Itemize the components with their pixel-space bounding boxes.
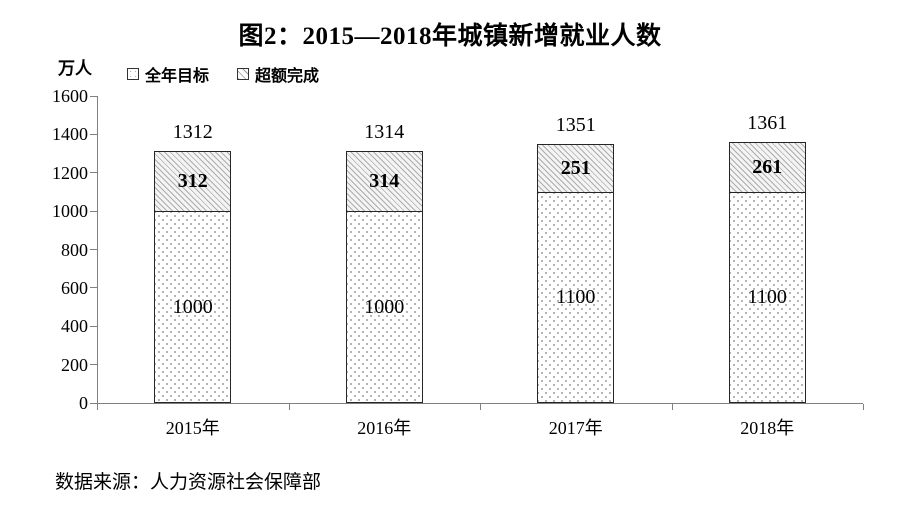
- data-source: 数据来源：人力资源社会保障部: [55, 472, 322, 493]
- x-axis-line: [97, 403, 863, 404]
- bar-segment-target: 1000: [155, 212, 231, 402]
- legend-label-exceeded: 超额完成: [255, 68, 320, 85]
- hatched-swatch-icon: [237, 68, 250, 80]
- bar-2018年: 261 1100: [728, 141, 806, 403]
- x-tick-mark: [480, 404, 481, 410]
- bar-segment-exceeded: 261: [729, 142, 805, 193]
- bar-total-label: 1312: [172, 121, 213, 144]
- y-tick-label: 1600: [52, 86, 88, 106]
- bar-segment-target: 1100: [729, 192, 805, 402]
- x-category-label: 2018年: [740, 418, 795, 438]
- bar-2015年: 312 1000: [154, 151, 232, 403]
- y-axis-unit-label: 万人: [58, 59, 92, 78]
- bar-total-label: 1314: [364, 120, 405, 143]
- x-tick-mark: [288, 404, 290, 410]
- bar-segment-exceeded: 314: [346, 151, 422, 213]
- x-tick-mark: [97, 404, 98, 410]
- y-tick-mark: [90, 249, 97, 250]
- bar-segment-exceeded: 312: [155, 152, 231, 213]
- x-tick-mark: [863, 404, 864, 410]
- bar-2017年: 251 1100: [537, 143, 615, 403]
- legend: 全年目标 超额完成: [127, 62, 319, 86]
- bar-segment-target: 1000: [346, 212, 422, 402]
- y-tick-mark: [90, 172, 97, 174]
- bar-segment-exceeded: 251: [538, 144, 614, 193]
- y-tick-mark: [90, 210, 97, 212]
- chart-title: 图2：2015—2018年城镇新增就业人数: [238, 23, 662, 50]
- y-axis-line: [97, 96, 98, 403]
- y-tick-label: 1400: [52, 124, 88, 145]
- y-tick-label: 600: [61, 277, 88, 298]
- y-tick-mark: [90, 95, 97, 97]
- y-tick-label: 1200: [52, 162, 88, 183]
- y-tick-label: 200: [61, 354, 88, 375]
- y-tick-label: 0: [79, 393, 88, 413]
- x-category-label: 2015年: [165, 418, 220, 438]
- bar-segment-target: 1100: [538, 192, 614, 402]
- bar-total-label: 1361: [747, 111, 788, 134]
- legend-item-exceeded: 超额完成: [237, 62, 319, 86]
- legend-label-target: 全年目标: [145, 68, 210, 85]
- x-tick-mark: [671, 404, 673, 410]
- y-tick-mark: [90, 402, 97, 404]
- y-tick-mark: [90, 133, 97, 135]
- dotted-swatch-icon: [127, 68, 139, 80]
- y-tick-label: 1000: [52, 201, 88, 222]
- y-tick-mark: [90, 287, 97, 289]
- y-tick-mark: [90, 325, 97, 327]
- legend-item-target: 全年目标: [127, 62, 209, 86]
- y-tick-label: 800: [61, 239, 88, 260]
- y-tick-label: 400: [61, 316, 88, 337]
- bar-2016年: 314 1000: [345, 150, 423, 403]
- bar-total-label: 1351: [555, 113, 596, 136]
- y-tick-mark: [90, 364, 97, 366]
- x-category-label: 2016年: [357, 418, 412, 438]
- x-category-label: 2017年: [548, 418, 603, 438]
